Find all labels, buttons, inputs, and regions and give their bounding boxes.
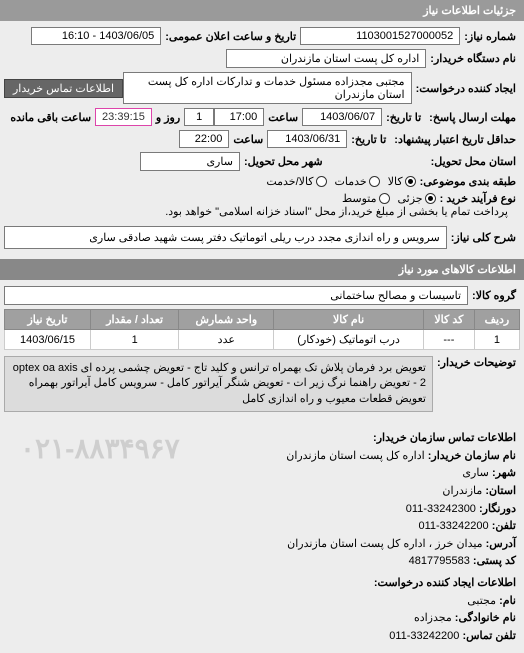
cell-name: درب اتوماتیک (خودکار) xyxy=(274,330,424,350)
phone-value: 33242200-011 xyxy=(418,520,488,532)
th-date: تاریخ نیاز xyxy=(5,310,91,330)
org-label: نام سازمان خریدار: xyxy=(428,450,516,462)
cell-qty: 1 xyxy=(91,330,179,350)
th-unit: واحد شمارش xyxy=(179,310,274,330)
address-value: میدان خرز ، اداره کل پست استان مازندران xyxy=(287,538,482,550)
goods-section: گروه کالا: تاسیسات و مصالح ساختمانی ردیف… xyxy=(0,280,524,422)
city-value: ساری xyxy=(462,467,489,479)
general-desc-label: شرح کلی نیاز: xyxy=(447,231,520,244)
fax-value: 33242300-011 xyxy=(406,503,476,515)
phone-label: تلفن: xyxy=(492,520,516,532)
city-label: شهر: xyxy=(492,467,516,479)
cell-date: 1403/06/15 xyxy=(5,330,91,350)
radio-partial-label: جزئی xyxy=(398,192,423,205)
postal-value: 4817795583 xyxy=(409,555,470,567)
buyer-device-value: اداره کل پست استان مازندران xyxy=(226,49,426,68)
classification-radio-group: کالا خدمات کالا/خدمت xyxy=(266,175,415,188)
radio-both[interactable] xyxy=(316,176,327,187)
cell-row: 1 xyxy=(474,330,519,350)
delivery-city-label: شهر محل تحویل: xyxy=(240,155,327,168)
radio-both-label: کالا/خدمت xyxy=(266,175,313,188)
request-number-label: شماره نیاز: xyxy=(460,30,520,43)
purchase-radio-group: جزئی متوسط xyxy=(342,192,436,205)
radio-medium-label: متوسط xyxy=(342,192,377,205)
buyer-device-label: نام دستگاه خریدار: xyxy=(426,52,520,65)
postal-label: کد پستی: xyxy=(473,555,516,567)
deadline-time-label: ساعت xyxy=(264,111,302,124)
contact-phone-value: 33242200-011 xyxy=(389,630,459,642)
radio-khadamat-label: خدمات xyxy=(335,175,367,188)
name-label: نام: xyxy=(499,595,516,607)
radio-khadamat[interactable] xyxy=(369,176,380,187)
cell-code: --- xyxy=(423,330,474,350)
purchase-note: پرداخت تمام یا بخشی از مبلغ خرید،از محل … xyxy=(165,205,508,218)
contact-section: ۰۲۱-۸۸۳۴۹۶۷ اطلاعات تماس سازمان خریدار: … xyxy=(0,422,524,653)
group-label: گروه کالا: xyxy=(468,289,520,302)
surname-label: نام خانوادگی: xyxy=(455,612,516,624)
radio-kala-label: کالا xyxy=(388,175,403,188)
deadline-time: 17:00 xyxy=(214,108,264,126)
validity-to-label: تا تاریخ: xyxy=(347,133,390,146)
notes-label: توضیحات خریدار: xyxy=(433,356,520,369)
surname-value: مجدزاده xyxy=(414,612,452,624)
contact-section-title: اطلاعات تماس سازمان خریدار: xyxy=(8,430,516,448)
radio-medium[interactable] xyxy=(379,193,390,204)
requester-label: ایجاد کننده درخواست: xyxy=(412,82,520,95)
classification-label: طبقه بندی موضوعی: xyxy=(416,175,520,188)
delivery-city-value: ساری xyxy=(140,152,240,171)
remain-label: ساعت باقی مانده xyxy=(6,111,95,124)
creator-section-title: اطلاعات ایجاد کننده درخواست: xyxy=(8,575,516,593)
day-count: 1 xyxy=(184,108,214,126)
day-label: روز و xyxy=(152,111,184,124)
table-row: 1 --- درب اتوماتیک (خودکار) عدد 1 1403/0… xyxy=(5,330,520,350)
province-label: استان: xyxy=(485,485,516,497)
contact-phone-label: تلفن تماس: xyxy=(462,630,516,642)
cell-unit: عدد xyxy=(179,330,274,350)
fax-label: دورنگار: xyxy=(479,503,516,515)
deadline-label: مهلت ارسال پاسخ: xyxy=(425,111,520,124)
th-name: نام کالا xyxy=(274,310,424,330)
radio-partial[interactable] xyxy=(425,193,436,204)
th-code: کد کالا xyxy=(423,310,474,330)
goods-header: اطلاعات کالاهای مورد نیاز xyxy=(0,259,524,280)
group-value: تاسیسات و مصالح ساختمانی xyxy=(4,286,468,305)
th-qty: تعداد / مقدار xyxy=(91,310,179,330)
org-value: اداره کل پست استان مازندران xyxy=(286,450,424,462)
countdown-timer: 23:39:15 xyxy=(95,108,152,126)
requester-value: مجتبی مجدزاده مسئول خدمات و تدارکات ادار… xyxy=(123,72,412,104)
validity-time: 22:00 xyxy=(179,130,229,148)
th-row: ردیف xyxy=(474,310,519,330)
name-value: مجتبی xyxy=(467,595,496,607)
delivery-state-label: استان محل تحویل: xyxy=(427,155,520,168)
validity-date: 1403/06/31 xyxy=(267,130,347,148)
purchase-type-label: نوع فرآیند خرید : xyxy=(436,192,520,205)
general-desc-value: سرویس و راه اندازی مجدد درب ریلی اتوماتی… xyxy=(4,226,447,249)
radio-kala[interactable] xyxy=(405,176,416,187)
announce-label: تاریخ و ساعت اعلان عمومی: xyxy=(161,30,300,43)
announce-value: 1403/06/05 - 16:10 xyxy=(31,27,161,45)
goods-table: ردیف کد کالا نام کالا واحد شمارش تعداد /… xyxy=(4,309,520,350)
validity-label: حداقل تاریخ اعتبار پیشنهاد: xyxy=(390,133,520,146)
deadline-date: 1403/06/07 xyxy=(302,108,382,126)
buyer-notes: تعویض برد فرمان پلاش تک بهمراه ترانس و ک… xyxy=(4,356,433,412)
buyer-info-button[interactable]: اطلاعات تماس خریدار xyxy=(4,79,123,98)
province-value: مازندران xyxy=(442,485,482,497)
details-header: جزئیات اطلاعات نیاز xyxy=(0,0,524,21)
address-label: آدرس: xyxy=(486,538,516,550)
deadline-to-label: تا تاریخ: xyxy=(382,111,425,124)
validity-time-label: ساعت xyxy=(229,133,267,146)
need-form: شماره نیاز: 1103001527000052 تاریخ و ساع… xyxy=(0,21,524,259)
request-number-value: 1103001527000052 xyxy=(300,27,460,45)
